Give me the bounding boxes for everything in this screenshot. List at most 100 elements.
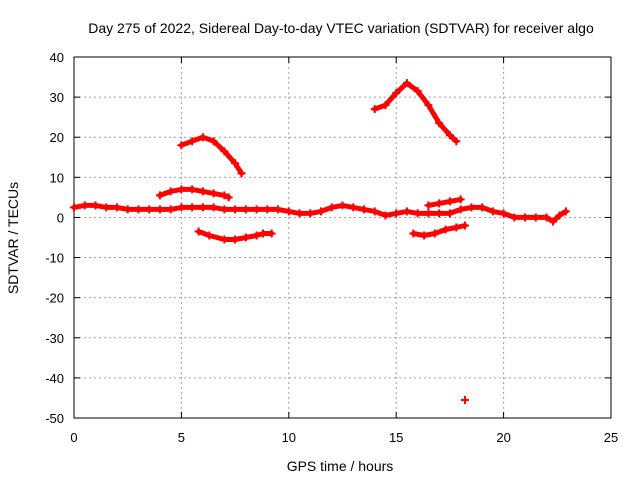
data-point	[445, 131, 454, 140]
data-marks	[70, 79, 570, 404]
data-point	[295, 209, 304, 218]
data-point	[460, 395, 469, 404]
data-point	[241, 205, 250, 214]
x-tick-label: 5	[178, 430, 185, 445]
series-arc-6h	[177, 133, 246, 178]
data-point	[259, 229, 268, 238]
data-point	[198, 133, 207, 142]
data-point	[420, 231, 429, 240]
data-point	[188, 203, 197, 212]
y-tick-label: 30	[50, 90, 64, 105]
data-point	[392, 209, 401, 218]
data-point	[205, 231, 214, 240]
data-point	[102, 203, 111, 212]
data-point	[452, 137, 461, 146]
data-point	[402, 207, 411, 216]
data-point	[409, 229, 418, 238]
series-rise-17h	[409, 221, 469, 240]
data-point	[445, 209, 454, 218]
data-point	[209, 137, 218, 146]
data-point	[542, 213, 551, 222]
data-point	[456, 195, 465, 204]
data-point	[381, 101, 390, 110]
x-axis-label: GPS time / hours	[287, 458, 394, 474]
data-point	[112, 203, 121, 212]
y-tick-label: 40	[50, 50, 64, 65]
data-point	[306, 209, 315, 218]
y-tick-label: 20	[50, 130, 64, 145]
series-hump-4h	[155, 185, 233, 202]
series-arc-15h	[370, 79, 461, 146]
data-point	[252, 205, 261, 214]
y-tick-label: 0	[57, 210, 64, 225]
data-point	[220, 205, 229, 214]
data-point	[231, 159, 240, 168]
data-point	[435, 119, 444, 128]
data-point	[274, 205, 283, 214]
data-point	[177, 203, 186, 212]
data-point	[435, 209, 444, 218]
data-point	[209, 189, 218, 198]
y-tick-label: -30	[45, 331, 64, 346]
data-point	[456, 205, 465, 214]
series-outlier	[460, 395, 469, 404]
data-point	[488, 207, 497, 216]
data-point	[441, 225, 450, 234]
x-tick-label: 10	[282, 430, 296, 445]
data-point	[370, 207, 379, 216]
series-hump-17h	[424, 195, 465, 210]
data-point	[402, 79, 411, 88]
data-point	[123, 205, 132, 214]
data-point	[198, 187, 207, 196]
chart-title: Day 275 of 2022, Sidereal Day-to-day VTE…	[88, 20, 594, 36]
data-point	[460, 221, 469, 230]
data-point	[231, 235, 240, 244]
x-axis: 0 5 10 15 20 25	[70, 57, 618, 445]
plot-frame	[73, 56, 612, 419]
data-point	[134, 205, 143, 214]
data-point	[424, 101, 433, 110]
data-point	[241, 233, 250, 242]
data-point	[445, 197, 454, 206]
data-point	[166, 187, 175, 196]
data-point	[549, 217, 558, 226]
data-point	[413, 87, 422, 96]
data-point	[209, 203, 218, 212]
data-point	[531, 213, 540, 222]
data-point	[317, 207, 326, 216]
data-point	[70, 203, 78, 212]
data-point	[263, 205, 272, 214]
data-point	[370, 105, 379, 114]
x-tick-label: 20	[496, 430, 510, 445]
y-tick-label: -10	[45, 251, 64, 266]
data-point	[198, 203, 207, 212]
data-point	[177, 185, 186, 194]
data-point	[424, 201, 433, 210]
data-point	[510, 213, 519, 222]
data-point	[467, 203, 476, 212]
y-tick-label: -20	[45, 291, 64, 306]
data-point	[220, 147, 229, 156]
data-point	[424, 209, 433, 218]
x-tick-label: 25	[604, 430, 618, 445]
y-tick-label: -40	[45, 371, 64, 386]
data-point	[338, 201, 347, 210]
data-point	[194, 227, 203, 236]
y-tick-label: 10	[50, 170, 64, 185]
data-point	[155, 191, 164, 200]
data-point	[155, 205, 164, 214]
data-point	[188, 137, 197, 146]
data-point	[177, 141, 186, 150]
data-point	[327, 203, 336, 212]
data-point	[381, 211, 390, 220]
data-point	[91, 201, 100, 210]
data-point	[188, 185, 197, 194]
data-point	[145, 205, 154, 214]
data-point	[80, 201, 89, 210]
y-axis-label: SDTVAR / TECUs	[5, 182, 21, 294]
data-point	[220, 235, 229, 244]
data-point	[499, 209, 508, 218]
data-point	[231, 205, 240, 214]
